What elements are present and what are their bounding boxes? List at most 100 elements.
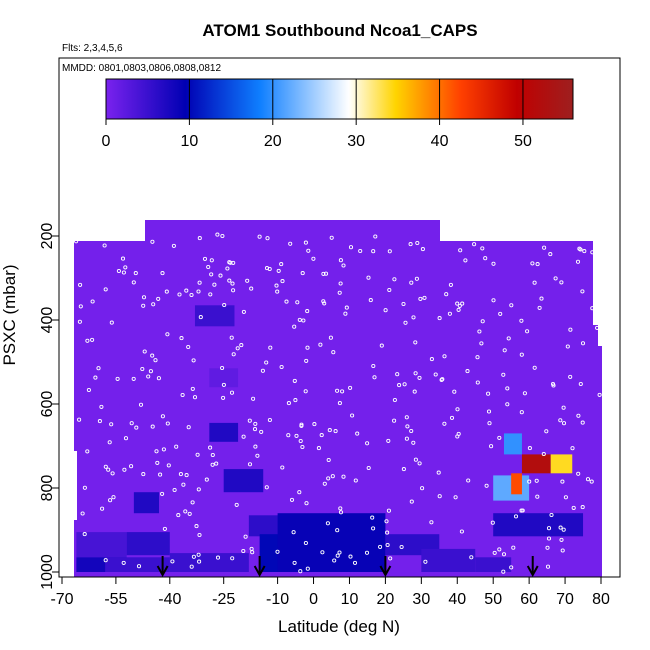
sample-point (78, 304, 83, 309)
sample-point (186, 425, 191, 430)
sample-point (267, 266, 272, 272)
sample-point (585, 477, 591, 482)
sample-point (123, 436, 129, 441)
sample-point (386, 508, 391, 513)
sample-point (480, 319, 485, 324)
sample-point (141, 472, 146, 477)
sample-point (214, 461, 219, 466)
sample-point (279, 262, 284, 267)
sample-point (321, 271, 326, 276)
sample-point (288, 241, 293, 246)
heatmap-cell (133, 492, 160, 514)
sample-point (107, 440, 112, 445)
sample-point (202, 256, 208, 261)
heatmap-cell (223, 469, 264, 493)
sample-point (117, 230, 122, 235)
sample-point (156, 376, 161, 381)
sample-point (276, 268, 281, 273)
sample-point (326, 476, 331, 481)
sample-point (486, 409, 492, 414)
sample-point (108, 498, 113, 503)
x-tick-label: 80 (592, 591, 610, 608)
sample-point (160, 271, 165, 276)
sample-point (206, 264, 211, 270)
sample-point (590, 306, 595, 311)
sample-point (392, 397, 397, 403)
sample-point (509, 565, 514, 570)
sample-point (136, 564, 142, 569)
sample-point (129, 464, 134, 469)
sample-point (460, 301, 465, 306)
sample-point (191, 358, 196, 363)
sample-point (487, 421, 492, 426)
sample-point (184, 473, 189, 478)
sample-point (292, 324, 297, 329)
sample-point (230, 556, 235, 561)
sample-point (383, 308, 388, 313)
heatmap-cell (76, 532, 127, 558)
sample-point (171, 243, 176, 248)
sample-point (264, 485, 269, 490)
sample-point (335, 528, 340, 533)
sample-point (291, 530, 296, 535)
sample-point (189, 564, 194, 569)
sample-point (597, 392, 602, 397)
sample-point (97, 419, 102, 424)
sample-point (563, 495, 568, 500)
sample-point (489, 444, 494, 449)
sample-point (286, 433, 291, 438)
heatmap-cell (277, 513, 386, 572)
sample-point (578, 381, 583, 387)
sample-point (379, 343, 384, 348)
sample-point (387, 287, 392, 293)
colorbar-ticks: 0 10 20 30 40 50 (102, 79, 532, 150)
sample-point (561, 405, 566, 410)
sample-point (301, 318, 306, 323)
x-tick-label: 20 (377, 591, 395, 608)
sample-point (304, 501, 309, 506)
sample-point (509, 303, 514, 308)
sample-point (577, 246, 582, 251)
chart-title: ATOM1 Southbound Ncoa1_CAPS (202, 21, 477, 40)
sample-point (131, 280, 136, 285)
sample-point (371, 363, 376, 369)
sample-point (497, 435, 502, 440)
sample-point (218, 273, 223, 278)
heatmap-cell (503, 433, 522, 455)
sample-point (260, 368, 265, 373)
sample-point (156, 296, 161, 301)
sample-point (545, 564, 551, 569)
sample-point (279, 364, 284, 370)
sample-point (82, 485, 87, 490)
sample-point (150, 239, 155, 244)
sample-point (103, 558, 108, 563)
sample-point (150, 424, 155, 429)
sample-point (558, 418, 563, 423)
sample-point (472, 242, 477, 247)
sample-point (110, 471, 115, 476)
sample-point (146, 374, 151, 379)
sample-point (364, 550, 370, 555)
sample-point (274, 283, 279, 288)
sample-point (413, 457, 418, 462)
sample-point (385, 530, 390, 535)
sample-point (505, 402, 510, 407)
sample-point (348, 245, 354, 250)
sample-point (320, 550, 325, 555)
sample-point (328, 335, 333, 340)
sample-point (378, 544, 383, 549)
sample-point (192, 395, 198, 400)
sample-point (141, 295, 147, 300)
sample-point (409, 428, 414, 434)
sample-point (129, 421, 134, 426)
sample-point (305, 309, 310, 314)
sample-point (86, 387, 91, 393)
sample-point (131, 376, 136, 381)
sample-point (372, 375, 377, 380)
sample-point (316, 446, 321, 451)
sample-point (326, 457, 331, 463)
sample-point (335, 553, 340, 558)
y-tick-label: 400 (39, 307, 56, 334)
sample-point (318, 342, 323, 347)
